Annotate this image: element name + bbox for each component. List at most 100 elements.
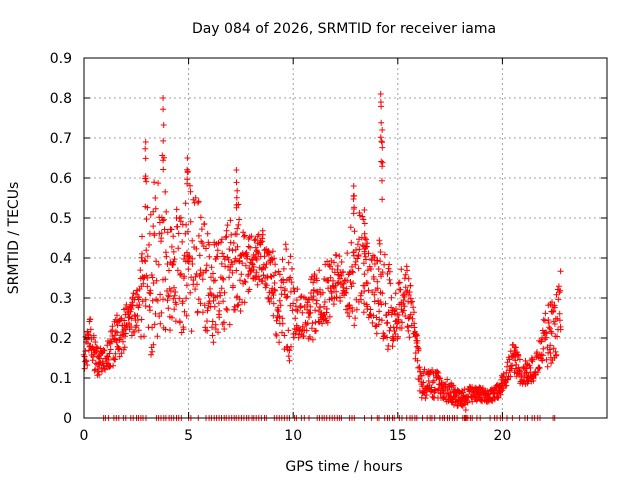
- axis-ticks: [83, 57, 607, 419]
- data-point: [409, 298, 416, 305]
- data-point: [350, 183, 357, 189]
- data-point: [211, 303, 218, 310]
- data-point: [149, 324, 156, 331]
- data-point: [330, 301, 337, 308]
- data-points: [80, 91, 564, 421]
- data-point: [142, 296, 149, 303]
- data-point: [235, 301, 242, 308]
- data-point: [163, 253, 170, 260]
- data-point: [547, 342, 554, 349]
- data-point: [121, 317, 128, 324]
- data-point: [199, 276, 206, 283]
- data-point: [102, 366, 109, 373]
- data-point: [230, 240, 237, 246]
- data-point: [187, 289, 194, 296]
- data-point: [549, 299, 555, 306]
- data-point: [550, 308, 557, 314]
- data-point: [110, 362, 117, 369]
- data-point: [278, 284, 284, 291]
- data-point: [259, 278, 266, 285]
- data-point: [367, 306, 374, 313]
- data-point: [144, 274, 151, 281]
- data-point: [386, 268, 393, 275]
- data-point: [221, 326, 228, 332]
- data-point: [178, 329, 185, 336]
- data-point: [142, 303, 149, 309]
- data-point: [101, 347, 108, 354]
- data-point: [92, 339, 99, 345]
- data-point: [140, 280, 147, 287]
- data-point: [334, 280, 341, 287]
- data-point: [189, 237, 196, 244]
- data-point: [360, 309, 367, 316]
- data-point: [175, 245, 182, 252]
- data-point: [116, 345, 123, 352]
- data-point: [408, 299, 415, 306]
- data-point: [243, 249, 250, 256]
- data-point: [266, 249, 273, 256]
- data-point: [153, 258, 160, 265]
- data-point: [178, 270, 184, 277]
- data-point: [379, 269, 386, 276]
- data-point: [321, 299, 328, 305]
- data-point: [214, 253, 221, 260]
- data-point: [224, 222, 231, 229]
- data-point: [310, 279, 317, 286]
- data-point: [557, 287, 564, 294]
- x-tick-label: 5: [184, 428, 193, 444]
- data-point: [237, 308, 244, 314]
- data-point: [225, 256, 232, 263]
- data-point: [194, 281, 200, 288]
- data-point: [507, 373, 514, 380]
- data-point: [334, 263, 341, 269]
- data-point: [540, 345, 547, 352]
- data-point: [139, 233, 145, 240]
- data-point: [323, 305, 330, 312]
- data-point: [307, 309, 314, 316]
- data-point: [170, 295, 177, 302]
- data-point: [142, 203, 149, 210]
- data-point: [177, 218, 184, 225]
- data-point: [326, 313, 333, 320]
- data-point: [303, 327, 310, 334]
- data-point: [149, 297, 156, 304]
- data-point: [112, 350, 119, 357]
- data-point: [233, 202, 240, 208]
- data-point: [142, 173, 149, 180]
- data-point: [144, 253, 151, 260]
- data-point: [333, 252, 340, 259]
- data-point: [420, 379, 427, 386]
- data-point: [247, 244, 254, 251]
- data-point: [105, 356, 112, 363]
- data-point: [228, 231, 235, 238]
- data-point: [364, 240, 371, 247]
- data-point: [275, 308, 282, 315]
- data-point: [95, 368, 102, 375]
- data-point: [270, 300, 277, 307]
- data-point: [401, 303, 408, 310]
- data-point: [94, 344, 101, 351]
- data-point: [139, 250, 145, 257]
- data-point: [373, 330, 380, 337]
- data-point: [396, 279, 403, 286]
- data-point: [128, 332, 135, 339]
- data-point: [203, 262, 210, 269]
- data-point: [163, 208, 170, 215]
- data-point: [522, 357, 529, 364]
- data-point: [203, 245, 209, 252]
- data-point: [410, 304, 417, 311]
- data-point: [380, 333, 387, 340]
- data-point: [90, 332, 97, 339]
- data-point: [152, 195, 159, 201]
- data-point: [280, 276, 287, 283]
- data-point: [97, 345, 104, 352]
- data-point: [509, 362, 516, 369]
- data-point: [245, 271, 252, 278]
- data-point: [250, 267, 256, 273]
- data-point: [268, 295, 275, 302]
- data-point: [147, 290, 154, 297]
- data-point: [233, 179, 240, 186]
- data-point: [172, 289, 179, 295]
- data-point: [159, 217, 166, 224]
- data-point: [348, 239, 355, 246]
